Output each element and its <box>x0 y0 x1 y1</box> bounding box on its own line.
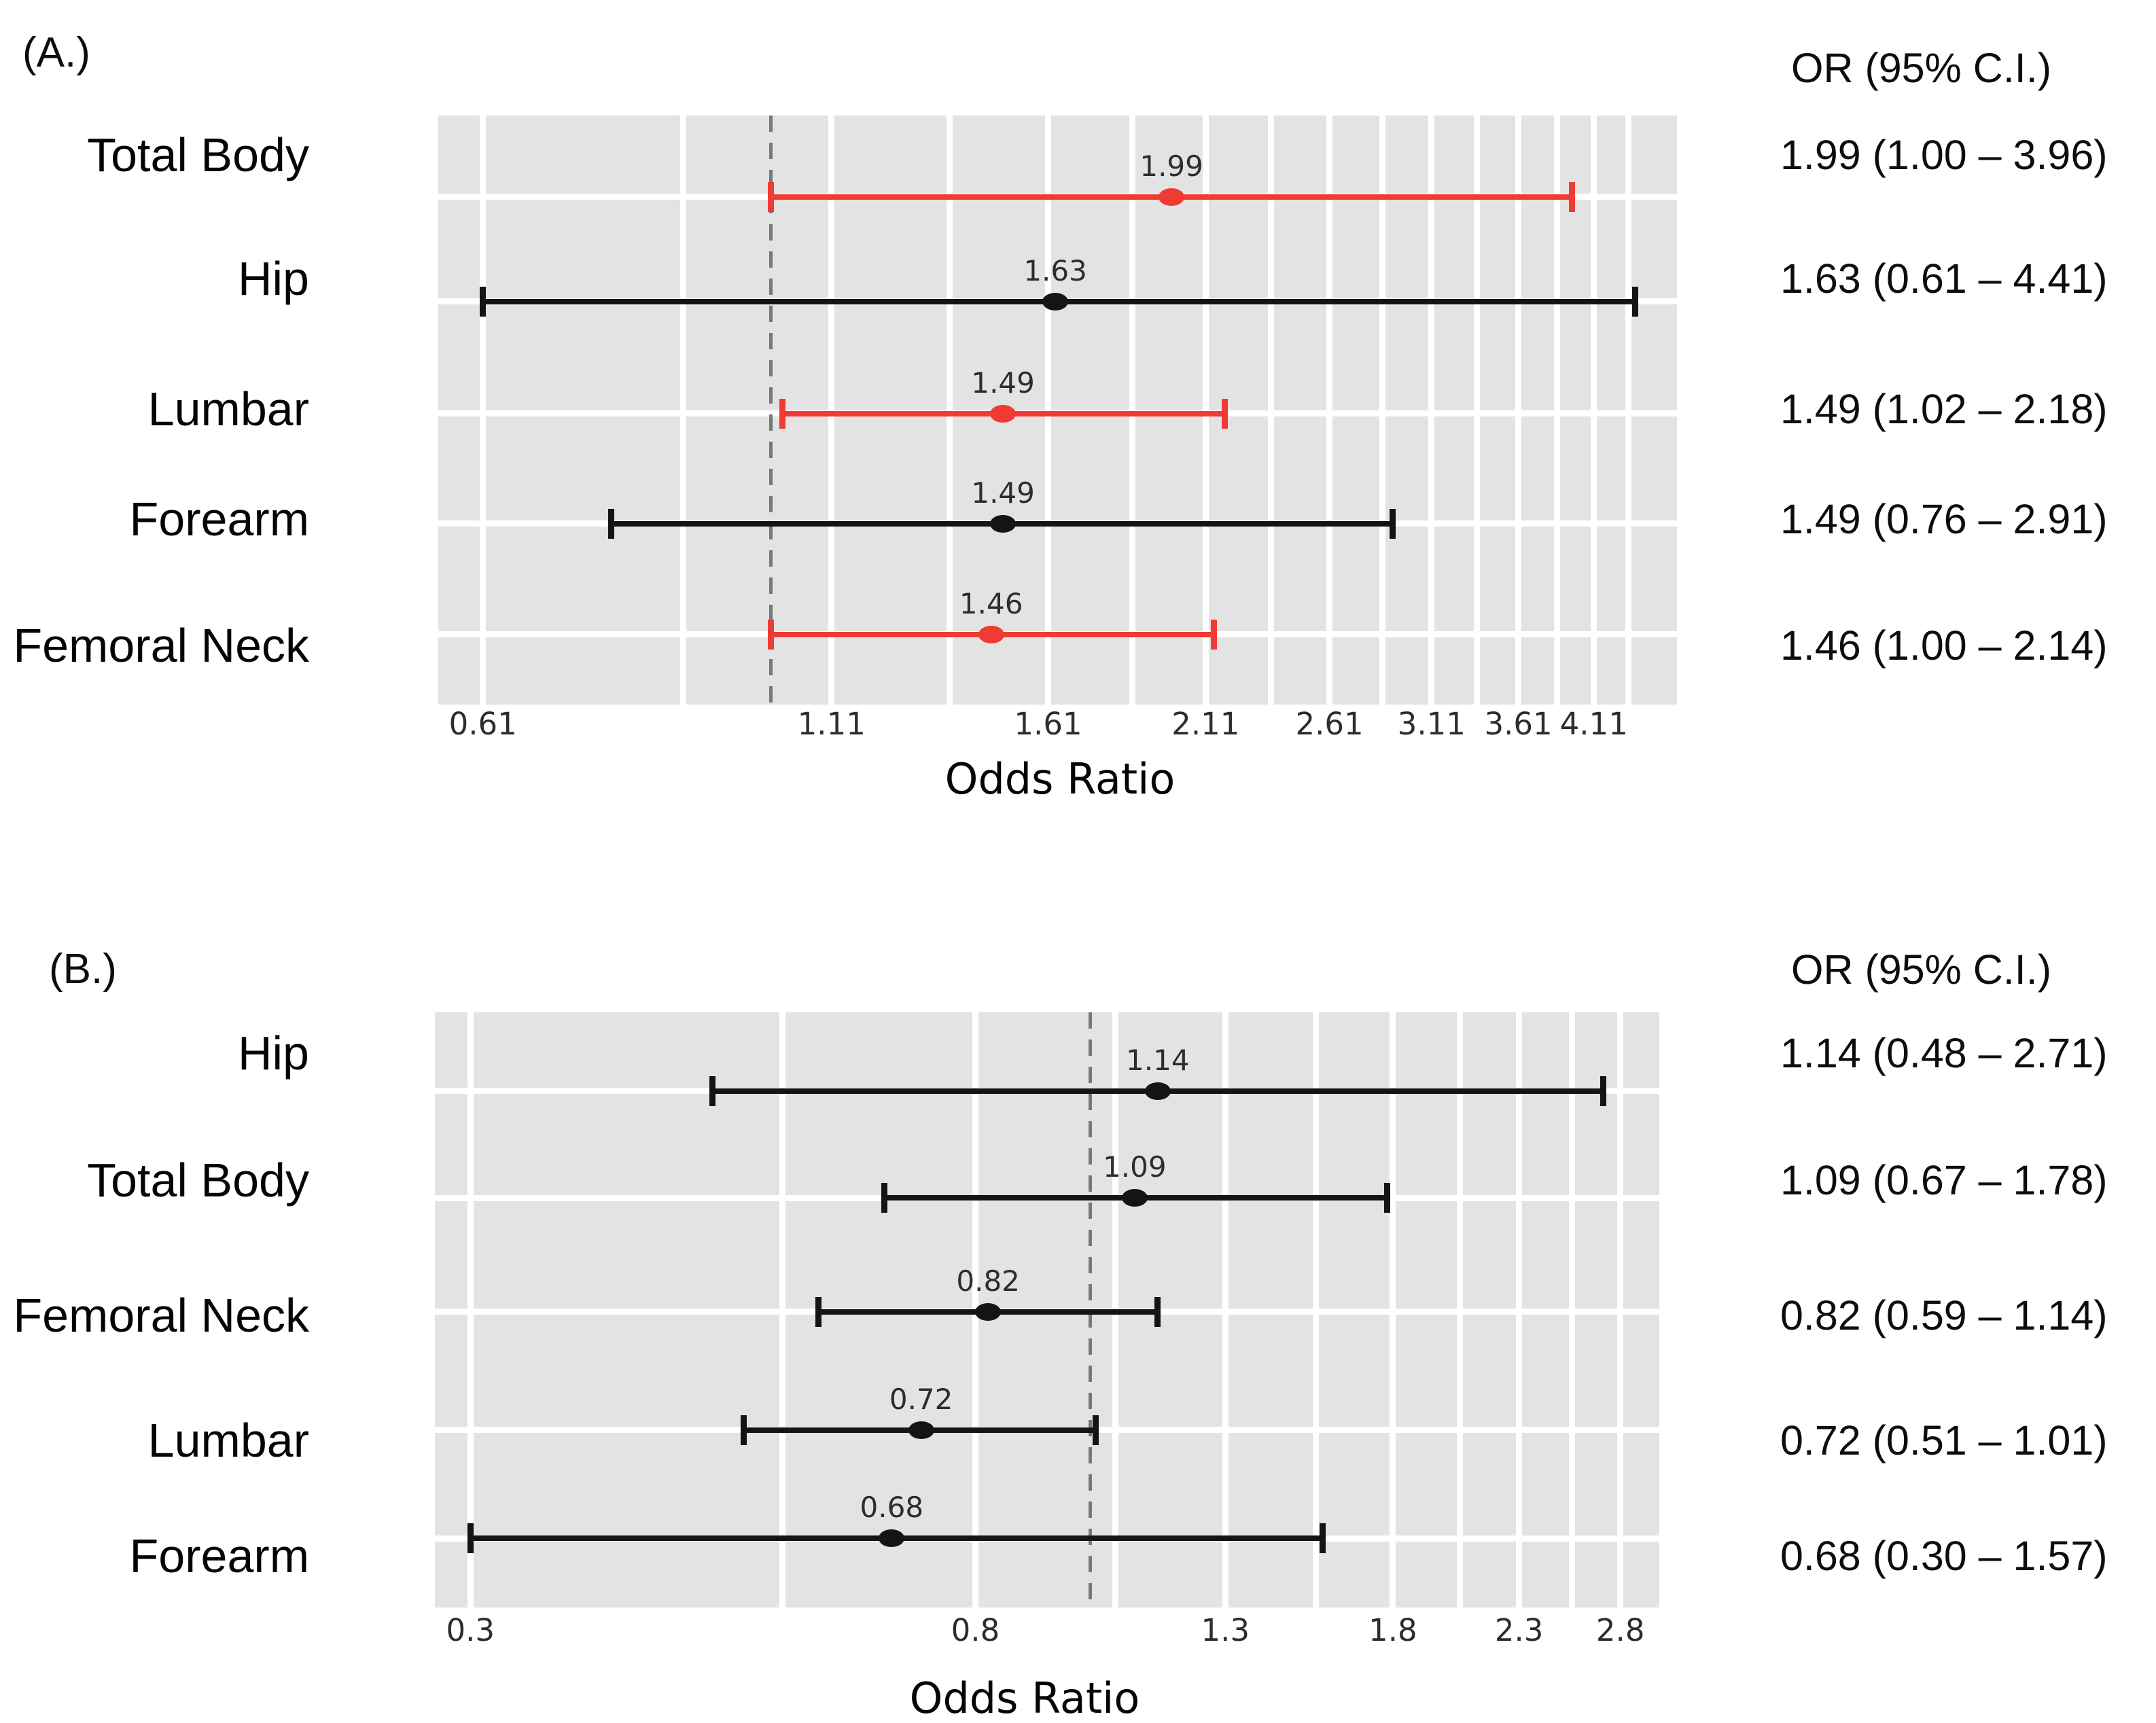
ci-upper-cap <box>1154 1296 1161 1327</box>
or-point-label: 0.82 <box>956 1264 1020 1298</box>
reference-line-or-1 <box>768 116 773 705</box>
ci-lower-cap <box>607 508 614 539</box>
ci-upper-cap <box>1390 508 1396 539</box>
x-gridline <box>1379 116 1386 705</box>
or-ci-value: 1.09 (0.67 – 1.78) <box>1780 1157 2108 1203</box>
ci-lower-cap <box>467 1523 474 1554</box>
x-gridline <box>679 116 686 705</box>
category-label: Lumbar <box>147 1414 309 1467</box>
category-label: Total Body <box>87 128 309 181</box>
x-tick-label: 2.11 <box>1171 706 1240 742</box>
ci-lower-cap <box>779 398 785 429</box>
ci-upper-cap <box>1221 398 1228 429</box>
category-label: Total Body <box>87 1154 309 1207</box>
ci-lower-cap <box>815 1296 822 1327</box>
or-point-label: 1.09 <box>1103 1150 1167 1184</box>
x-tick-label: 1.8 <box>1368 1612 1417 1648</box>
x-tick-label: 2.61 <box>1295 706 1364 742</box>
plot-area-panel-a <box>438 116 1677 705</box>
or-ci-value: 1.49 (0.76 – 2.91) <box>1780 496 2108 542</box>
ci-upper-cap <box>1319 1523 1326 1554</box>
x-tick-label: 1.61 <box>1014 706 1082 742</box>
or-ci-value: 1.63 (0.61 – 4.41) <box>1780 255 2108 302</box>
ci-upper-cap <box>1092 1415 1099 1445</box>
or-point-label: 1.63 <box>1023 253 1087 287</box>
ci-lower-cap <box>709 1076 715 1106</box>
or-point-label: 1.14 <box>1126 1043 1190 1077</box>
x-gridline <box>1129 116 1135 705</box>
ci-upper-cap <box>1210 619 1217 650</box>
x-tick-label: 2.8 <box>1595 1612 1645 1648</box>
category-label: Forearm <box>129 493 309 546</box>
ci-lower-cap <box>767 181 774 212</box>
category-label: Hip <box>237 252 309 305</box>
or-ci-value: 1.14 (0.48 – 2.71) <box>1780 1030 2108 1076</box>
or-point-marker <box>1144 1082 1171 1100</box>
or-point-marker <box>975 1302 1002 1321</box>
x-gridline <box>1326 116 1333 705</box>
x-tick-label: 0.61 <box>448 706 517 742</box>
category-label: Femoral Neck <box>13 1289 309 1342</box>
x-gridline <box>1473 116 1480 705</box>
category-label: Lumbar <box>147 383 309 436</box>
ci-upper-cap <box>1569 181 1576 212</box>
x-gridline <box>480 116 487 705</box>
ci-lower-cap <box>767 619 774 650</box>
or-column-header: OR (95% C.I.) <box>1791 946 2052 993</box>
or-point-marker <box>978 625 1004 643</box>
x-gridline <box>1202 116 1209 705</box>
x-gridline <box>1428 116 1435 705</box>
category-label: Forearm <box>129 1529 309 1582</box>
or-ci-value: 0.72 (0.51 – 1.01) <box>1780 1417 2108 1463</box>
panel-letter: (B.) <box>49 946 117 993</box>
or-point-label: 1.49 <box>971 366 1035 399</box>
x-tick-label: 1.3 <box>1201 1612 1250 1648</box>
x-axis-title: Odds Ratio <box>909 1673 1140 1723</box>
ci-lower-cap <box>740 1415 747 1445</box>
category-label: Hip <box>237 1027 309 1080</box>
x-tick-label: 4.11 <box>1559 706 1628 742</box>
x-gridline <box>1591 116 1597 705</box>
or-point-label: 1.49 <box>971 476 1035 510</box>
or-point-label: 0.68 <box>860 1491 924 1525</box>
or-point-marker <box>990 404 1017 423</box>
x-tick-label: 2.3 <box>1494 1612 1544 1648</box>
x-gridline <box>947 116 953 705</box>
or-point-label: 0.72 <box>889 1382 953 1416</box>
x-gridline <box>1045 116 1051 705</box>
or-ci-value: 1.99 (1.00 – 3.96) <box>1780 132 2108 178</box>
or-ci-value: 1.46 (1.00 – 2.14) <box>1780 622 2108 669</box>
category-label: Femoral Neck <box>13 619 309 672</box>
x-gridline <box>1554 116 1561 705</box>
x-tick-label: 3.61 <box>1484 706 1553 742</box>
or-point-marker <box>908 1421 934 1439</box>
or-point-marker <box>1121 1189 1148 1207</box>
x-tick-label: 1.11 <box>797 706 866 742</box>
or-ci-value: 0.82 (0.59 – 1.14) <box>1780 1292 2108 1338</box>
x-gridline <box>828 116 835 705</box>
or-point-marker <box>990 514 1017 533</box>
ci-lower-cap <box>881 1183 887 1213</box>
ci-upper-cap <box>1600 1076 1607 1106</box>
or-column-header: OR (95% C.I.) <box>1791 45 2052 91</box>
x-gridline <box>1515 116 1522 705</box>
or-point-marker <box>879 1529 905 1548</box>
x-tick-label: 3.11 <box>1397 706 1466 742</box>
x-axis-title: Odds Ratio <box>944 754 1176 804</box>
ci-upper-cap <box>1631 286 1638 317</box>
or-point-label: 1.99 <box>1139 149 1203 183</box>
or-point-label: 1.46 <box>959 586 1023 620</box>
x-gridline <box>1625 116 1631 705</box>
or-point-marker <box>1159 188 1185 206</box>
x-tick-label: 0.8 <box>951 1612 1000 1648</box>
or-ci-value: 1.49 (1.02 – 2.18) <box>1780 386 2108 432</box>
or-ci-value: 0.68 (0.30 – 1.57) <box>1780 1533 2108 1579</box>
x-gridline <box>1267 116 1274 705</box>
x-tick-label: 0.3 <box>446 1612 495 1648</box>
panel-letter: (A.) <box>22 29 90 76</box>
ci-upper-cap <box>1383 1183 1390 1213</box>
ci-lower-cap <box>480 286 487 317</box>
or-point-marker <box>1042 292 1069 310</box>
